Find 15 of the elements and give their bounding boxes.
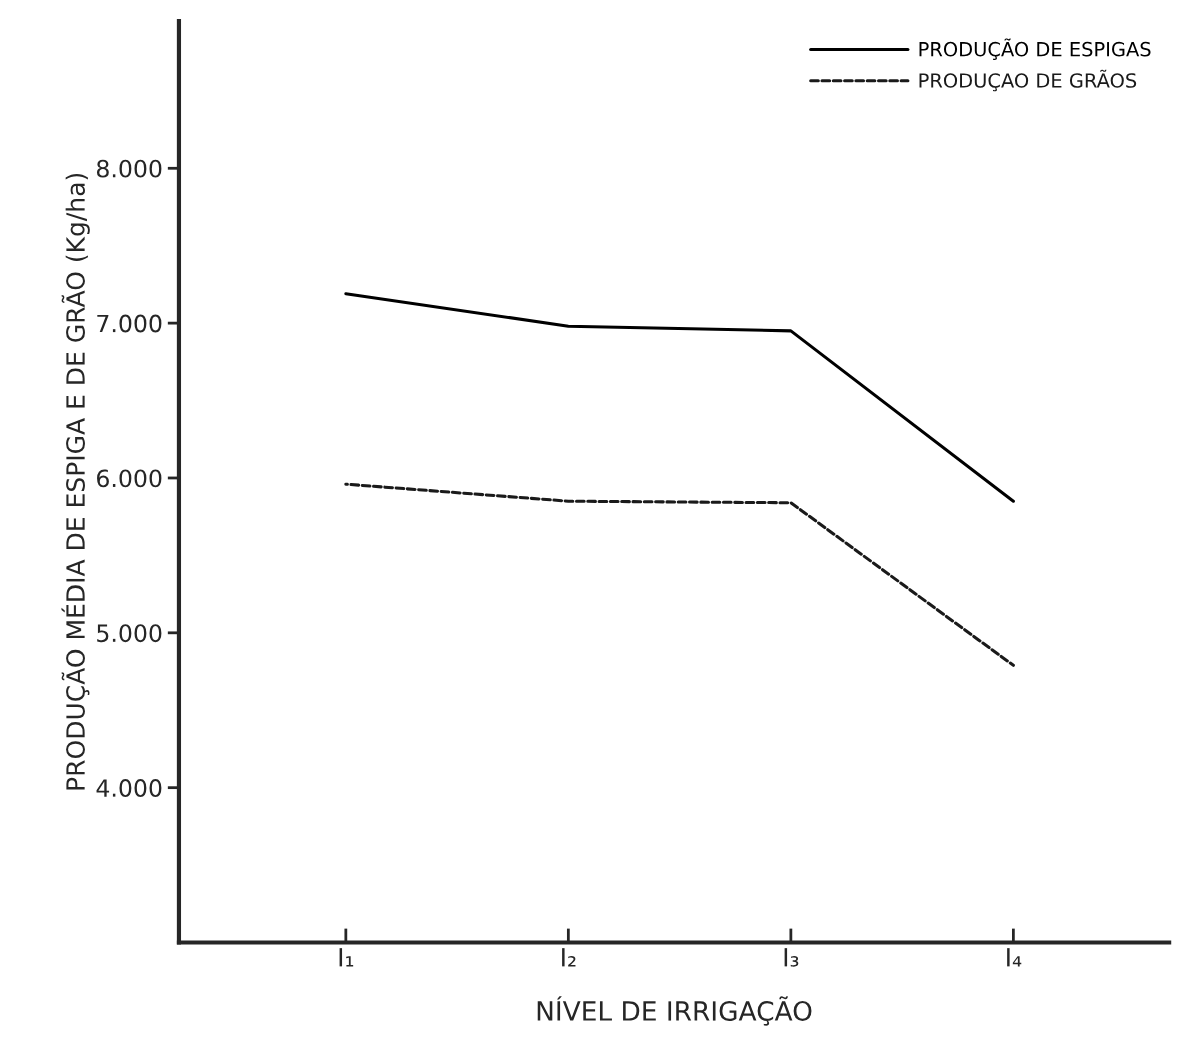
y-axis-title: PRODUÇÃO MÉDIA DE ESPIGA E DE GRÃO (Kg/ha) bbox=[61, 173, 90, 790]
x-tick-label: I₄ bbox=[1007, 948, 1022, 967]
x-tick-label: I₃ bbox=[784, 948, 799, 967]
x-tick-label: I₂ bbox=[562, 948, 576, 967]
text: PRODUÇÃO DE ESPIGAS bbox=[919, 38, 1151, 60]
line-series bbox=[344, 482, 1015, 667]
y-tick-label: 7.000 bbox=[97, 314, 162, 333]
y-tick-label: 5.000 bbox=[97, 624, 162, 643]
y-tick-label: 4.000 bbox=[96, 779, 162, 797]
line-series bbox=[344, 292, 1015, 503]
text: PRODUÇAO DE GRÃOS bbox=[919, 69, 1137, 92]
y-tick-label: 6.000 bbox=[97, 469, 162, 488]
x-tick-label: I₁ bbox=[339, 948, 354, 967]
x-axis-title: NÍVEL DE IRRIGAÇÃO bbox=[537, 996, 812, 1026]
y-tick-label: 8.000 bbox=[96, 159, 162, 178]
